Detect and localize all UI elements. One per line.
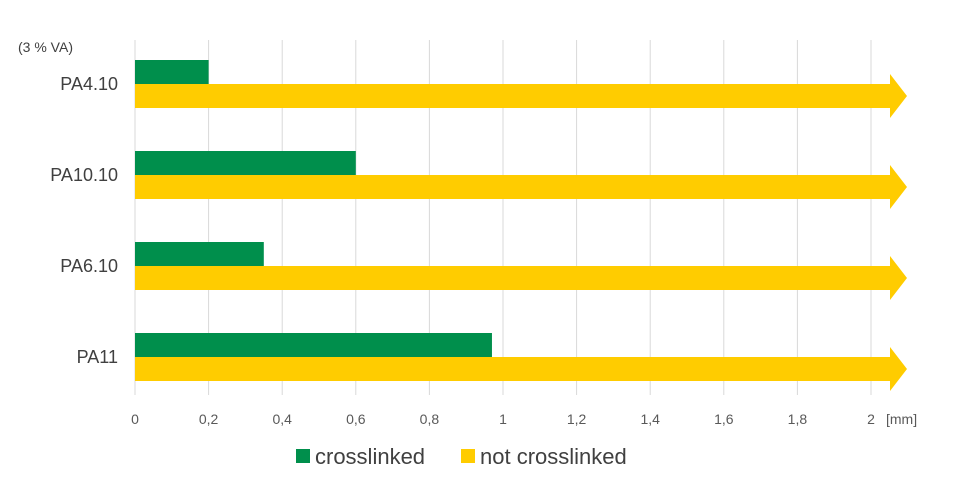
category-labels: PA4.10 PA10.10 PA6.10 PA11 [50,74,118,367]
bar-crosslinked [135,242,264,266]
bars [135,60,907,391]
bar-not-crosslinked-arrow [135,74,907,118]
x-tick-label: 1,4 [640,411,660,427]
x-axis-ticks: 0 0,2 0,4 0,6 0,8 1 1,2 1,4 1,6 1,8 2 [131,411,875,427]
x-tick-label: 2 [867,411,875,427]
x-axis-unit: [mm] [886,411,917,427]
bar-not-crosslinked-arrow [135,165,907,209]
x-tick-label: 0,6 [346,411,366,427]
x-tick-label: 1,8 [788,411,808,427]
category-label: PA10.10 [50,165,118,185]
legend-label: not crosslinked [480,444,627,469]
x-tick-label: 0 [131,411,139,427]
bar-not-crosslinked-arrow [135,347,907,391]
annotation-label: (3 % VA) [18,39,73,55]
x-tick-label: 1,2 [567,411,587,427]
x-tick-label: 0,8 [420,411,440,427]
bar-crosslinked [135,151,356,175]
legend-label: crosslinked [315,444,425,469]
x-tick-label: 1,6 [714,411,734,427]
legend-swatch [461,449,475,463]
legend-swatch [296,449,310,463]
bar-crosslinked [135,60,209,84]
legend: crosslinked not crosslinked [296,444,627,469]
category-label: PA6.10 [60,256,118,276]
bar-not-crosslinked-arrow [135,256,907,300]
x-tick-label: 0,2 [199,411,219,427]
x-tick-label: 1 [499,411,507,427]
category-label: PA11 [77,347,118,367]
x-tick-label: 0,4 [272,411,292,427]
category-label: PA4.10 [60,74,118,94]
bar-crosslinked [135,333,492,357]
